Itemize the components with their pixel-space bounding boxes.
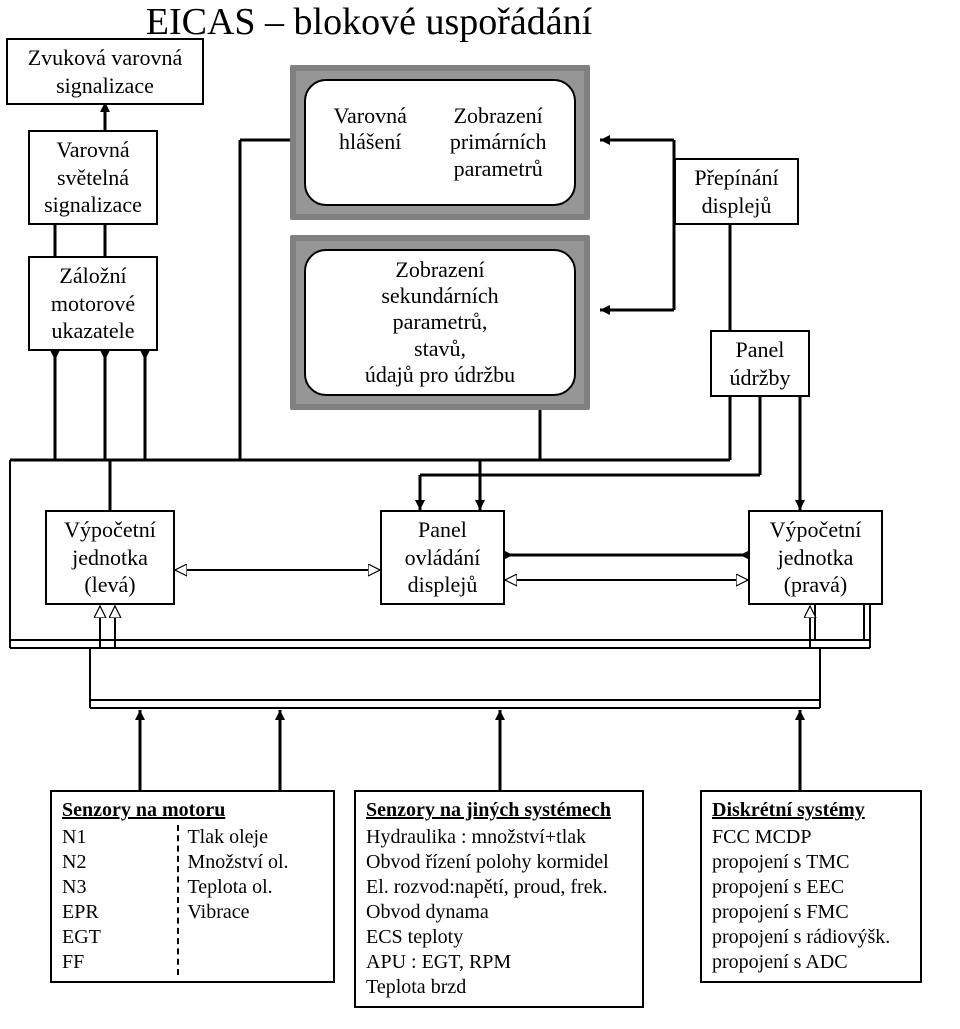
list-discrete-systems: Diskrétní systémy FCC MCDP propojení s T… <box>700 790 922 983</box>
crt-top-left: Varovná hlášení <box>334 103 407 182</box>
label: Přepínání <box>694 165 778 190</box>
label: (levá) <box>84 572 135 597</box>
list-item: N3 <box>62 875 173 900</box>
node-cpu-right: Výpočetní jednotka (pravá) <box>748 510 883 605</box>
list-item: FF <box>62 950 173 975</box>
list-item: Hydraulika : množství+tlak <box>366 825 632 850</box>
node-disp-ctrl: Panel ovládání displejů <box>380 510 505 605</box>
list-item: Obvod dynama <box>366 900 632 925</box>
label: motorové <box>51 291 135 316</box>
list-item: propojení s rádiovýšk. <box>712 925 910 950</box>
node-backup-engine: Záložní motorové ukazatele <box>28 256 158 351</box>
list-item: APU : EGT, RPM <box>366 950 632 975</box>
label: displejů <box>408 572 478 597</box>
list-item: ECS teploty <box>366 925 632 950</box>
list-item: Teplota brzd <box>366 975 632 1000</box>
label: jednotka <box>778 545 854 570</box>
label: ovládání <box>405 545 481 570</box>
node-cpu-left: Výpočetní jednotka (levá) <box>45 510 175 605</box>
list-item: N2 <box>62 850 173 875</box>
label: signalizace <box>44 192 142 217</box>
list-item: EPR <box>62 900 173 925</box>
label: Výpočetní <box>770 517 862 542</box>
label: signalizace <box>56 73 154 98</box>
list-item: Množství ol. <box>187 850 323 875</box>
label: ukazatele <box>51 318 134 343</box>
list-other-sensors: Senzory na jiných systémech Hydraulika :… <box>354 790 644 1008</box>
list-item: El. rozvod:napětí, proud, frek. <box>366 875 632 900</box>
list-header: Senzory na motoru <box>62 798 323 823</box>
list-item: Obvod řízení polohy kormidel <box>366 850 632 875</box>
list-item: FCC MCDP <box>712 825 910 850</box>
label: (pravá) <box>784 572 848 597</box>
label: údržby <box>729 365 790 390</box>
list-engine-sensors: Senzory na motoru N1 N2 N3 EPR EGT FF Tl… <box>50 790 335 983</box>
list-item: propojení s ADC <box>712 950 910 975</box>
list-item: Tlak oleje <box>187 825 323 850</box>
list-item: N1 <box>62 825 173 850</box>
node-display-switch: Přepínání displejů <box>674 158 799 225</box>
label: displejů <box>702 193 772 218</box>
label: Záložní <box>59 263 126 288</box>
list-item: propojení s TMC <box>712 850 910 875</box>
crt-top-right: Zobrazení primárních parametrů <box>450 103 547 182</box>
list-item: propojení s FMC <box>712 900 910 925</box>
crt-bottom-text: Zobrazení sekundárních parametrů, stavů,… <box>365 257 515 389</box>
label: světelná <box>57 165 129 190</box>
label: jednotka <box>72 545 148 570</box>
list-header: Senzory na jiných systémech <box>366 798 632 823</box>
crt-top: Varovná hlášení Zobrazení primárních par… <box>290 65 590 220</box>
list-header: Diskrétní systémy <box>712 798 910 823</box>
node-maint-panel: Panel údržby <box>710 330 810 397</box>
label: Panel <box>418 517 467 542</box>
list-item: propojení s EEC <box>712 875 910 900</box>
node-light-warning: Varovná světelná signalizace <box>28 130 158 225</box>
list-item: Vibrace <box>187 900 323 925</box>
label: Výpočetní <box>64 517 156 542</box>
label: Varovná <box>56 137 129 162</box>
label: Panel <box>736 337 785 362</box>
list-item: EGT <box>62 925 173 950</box>
list-item: Teplota ol. <box>187 875 323 900</box>
label: Zvuková varovná <box>28 45 183 70</box>
crt-bottom: Zobrazení sekundárních parametrů, stavů,… <box>290 235 590 410</box>
node-sound-warning: Zvuková varovná signalizace <box>6 38 204 105</box>
